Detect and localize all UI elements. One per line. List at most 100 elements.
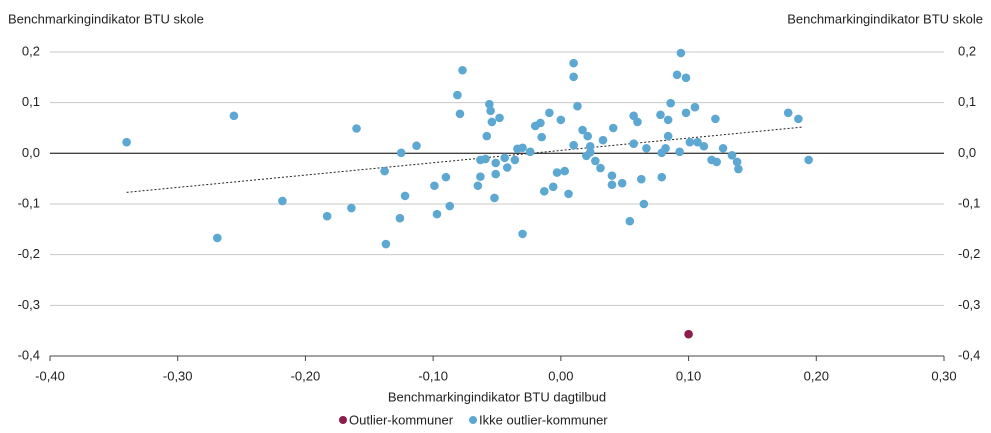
x-tick-label: -0,20 (291, 368, 321, 383)
point (598, 135, 608, 145)
point (525, 147, 535, 157)
point (395, 213, 405, 223)
point (585, 141, 595, 151)
point (569, 72, 578, 82)
point (573, 101, 582, 111)
x-tick-label: 0,00 (548, 368, 573, 383)
y2-tick-label: 0,1 (958, 94, 976, 109)
x-tick-label: 0,30 (931, 368, 956, 383)
y-tick-label: -0,3 (18, 297, 40, 312)
point (734, 164, 743, 174)
legend-label: Outlier-kommuner (349, 412, 454, 427)
point (518, 229, 527, 239)
point (490, 193, 499, 203)
y2-tick-label: -0,3 (958, 297, 980, 312)
point (396, 148, 406, 158)
point (545, 108, 554, 118)
y2-tick-label: 0,2 (958, 43, 976, 58)
point (690, 102, 700, 112)
y2-tick-label: -0,2 (958, 246, 980, 261)
point (727, 151, 737, 160)
point (804, 155, 813, 165)
point (637, 174, 646, 184)
point (536, 118, 545, 128)
y-tick-label: 0,2 (22, 43, 40, 58)
point (681, 73, 691, 83)
point (583, 131, 592, 141)
point (400, 191, 410, 201)
point (564, 189, 573, 199)
point (783, 108, 793, 118)
x-axis-title: Benchmarkingindikator BTU dagtilbud (388, 389, 606, 404)
legend-label: Ikke outlier-kommuner (479, 412, 608, 427)
point (607, 180, 617, 190)
y2-axis-title: Benchmarkingindikator BTU skole (787, 11, 983, 26)
point (491, 169, 501, 179)
point (441, 172, 451, 182)
point (518, 143, 527, 153)
point (663, 131, 673, 141)
y-tick-label: -0,2 (18, 246, 40, 261)
point (485, 99, 494, 109)
x-tick-label: 0,10 (676, 368, 701, 383)
point (476, 172, 485, 181)
trendline (126, 126, 804, 193)
y-tick-label: 0,1 (22, 94, 40, 109)
point (711, 114, 720, 124)
point (607, 171, 617, 180)
point (718, 143, 728, 153)
point (629, 139, 638, 149)
point (539, 187, 549, 196)
point (552, 168, 562, 177)
point (675, 147, 684, 157)
point (500, 153, 509, 163)
point (486, 106, 495, 116)
point (491, 158, 501, 168)
point (732, 157, 742, 167)
point (560, 166, 569, 176)
point (458, 65, 467, 75)
point (482, 131, 492, 141)
point (699, 141, 709, 151)
point (432, 209, 442, 219)
y-tick-label: -0,1 (18, 195, 40, 210)
point (229, 111, 239, 121)
point (794, 114, 803, 124)
y-axis-title: Benchmarkingindikator BTU skole (8, 11, 204, 26)
point (487, 117, 497, 127)
point (712, 157, 721, 167)
point (681, 108, 691, 118)
point (639, 199, 649, 209)
point (617, 178, 627, 188)
point (608, 123, 618, 133)
point (278, 196, 287, 206)
point (430, 181, 439, 191)
point (380, 166, 389, 176)
point (556, 115, 566, 125)
point (684, 329, 693, 339)
y-tick-label: -0,4 (18, 347, 40, 362)
point (578, 125, 587, 135)
point (693, 137, 702, 147)
point (642, 143, 651, 153)
point (453, 90, 462, 100)
point (455, 109, 465, 119)
point (625, 216, 635, 226)
point (481, 154, 490, 164)
point (473, 181, 483, 191)
point (657, 172, 667, 182)
point (322, 211, 332, 221)
point (381, 239, 391, 249)
point (591, 156, 600, 166)
point (445, 201, 455, 211)
point (502, 163, 512, 172)
y-tick-label: 0,0 (22, 145, 40, 160)
x-tick-label: -0,10 (418, 368, 448, 383)
y2-tick-label: -0,1 (958, 195, 980, 210)
point (672, 70, 682, 80)
point (633, 117, 642, 127)
point (548, 182, 558, 192)
point (510, 155, 520, 165)
y2-tick-label: -0,4 (958, 347, 980, 362)
